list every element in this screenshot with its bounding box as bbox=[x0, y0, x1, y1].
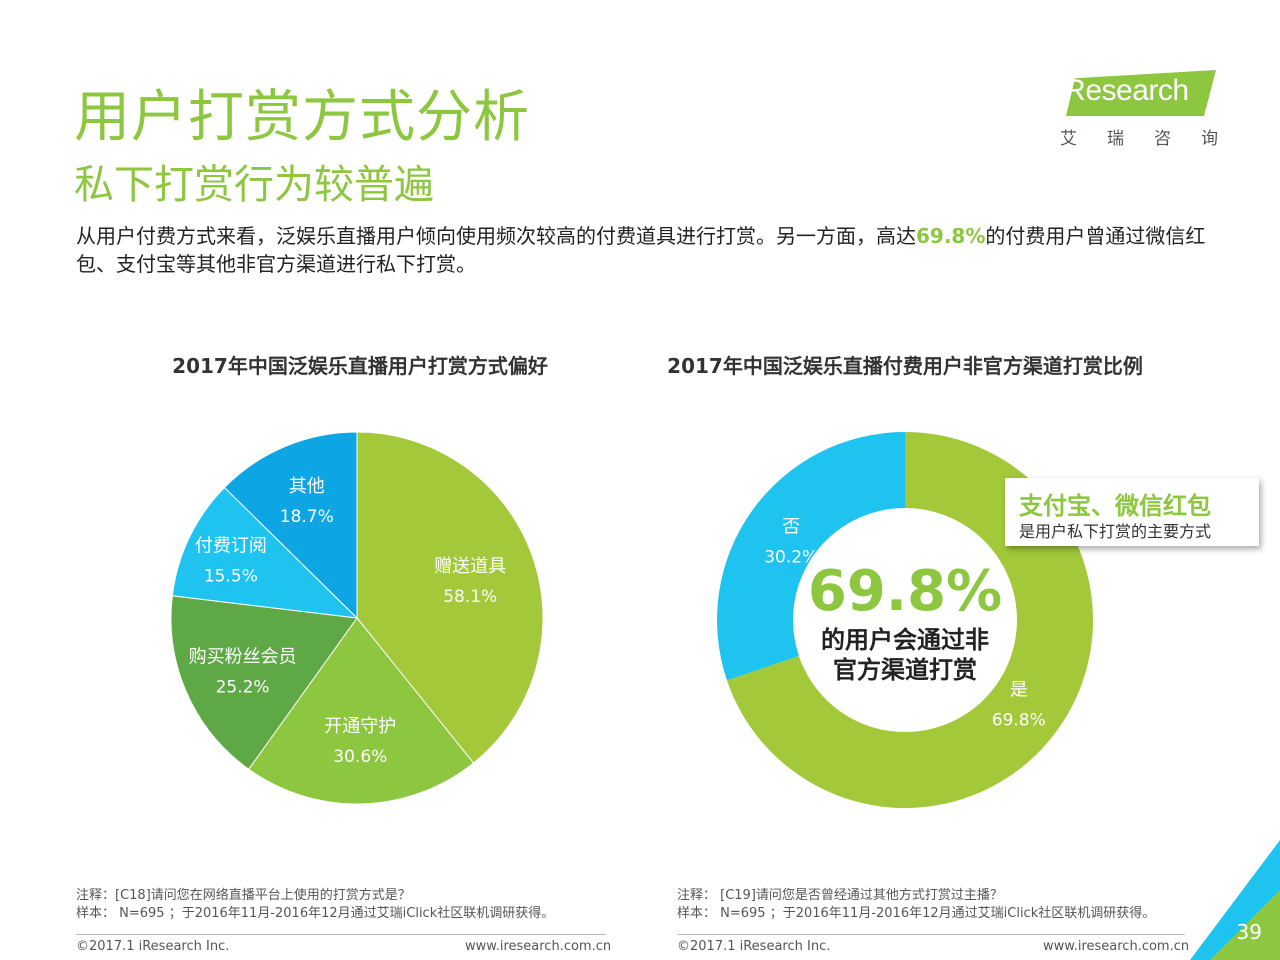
callout-subtitle: 是用户私下打赏的主要方式 bbox=[1019, 522, 1212, 541]
logo-chinese: 艾 瑞 咨 询 bbox=[1060, 124, 1218, 149]
note-question: 注释：[C18]请问您在网络直播平台上使用的打赏方式是？ bbox=[76, 888, 411, 903]
donut-center-text: 的用户会通过非 bbox=[821, 626, 989, 654]
slice-value-label: 25.2% bbox=[216, 677, 270, 697]
corner-decoration bbox=[1190, 840, 1280, 960]
donut-center-text: 官方渠道打赏 bbox=[833, 656, 977, 684]
pie-slice bbox=[247, 617, 475, 805]
pie-slice bbox=[717, 432, 905, 681]
slice-value-label: 69.8% bbox=[992, 711, 1046, 731]
intro-text-before: 从用户付费方式来看，泛娱乐直播用户倾向使用频次较高的付费道具进行打赏。另一方面，… bbox=[76, 224, 916, 248]
intro-text-after: 的付费用户曾通过微信红包、支付宝等其他非官方渠道进行私下打赏。 bbox=[76, 224, 1206, 276]
slice-category-label: 其他 bbox=[289, 476, 325, 497]
slice-category-label: 是 bbox=[1010, 680, 1028, 701]
footer-divider bbox=[76, 934, 606, 935]
note-sample: 样本： N=695 ；于2016年11月-2016年12月通过艾瑞iClick社… bbox=[76, 906, 555, 921]
page-title: 用户打赏方式分析 bbox=[74, 85, 530, 150]
logo-char: 艾 bbox=[1060, 129, 1077, 149]
page-number: 39 bbox=[1236, 920, 1262, 944]
pie-slice bbox=[171, 486, 359, 619]
slice-category-label: 否 bbox=[782, 516, 800, 537]
note-right: 注释： [C19]请问您是否曾经通过其他方式打赏过主播？ 样本： N=695 ；… bbox=[677, 887, 1155, 923]
slice-value-label: 18.7% bbox=[280, 507, 334, 527]
footer-copyright: ©2017.1 iResearch Inc. bbox=[677, 939, 831, 954]
note-sample: 样本： N=695 ；于2016年11月-2016年12月通过艾瑞iClick社… bbox=[677, 906, 1156, 921]
donut-center-value: 69.8% bbox=[808, 559, 1002, 624]
note-left: 注释：[C18]请问您在网络直播平台上使用的打赏方式是？ 样本： N=695 ；… bbox=[76, 887, 554, 923]
slice-category-label: 赠送道具 bbox=[434, 556, 506, 577]
slice-value-label: 58.1% bbox=[443, 587, 497, 607]
logo-char: 咨 bbox=[1154, 129, 1171, 149]
callout-title: 支付宝、微信红包 bbox=[1019, 492, 1211, 520]
intro-paragraph: 从用户付费方式来看，泛娱乐直播用户倾向使用频次较高的付费道具进行打赏。另一方面，… bbox=[76, 222, 1216, 278]
note-question: 注释： [C19]请问您是否曾经通过其他方式打赏过主播？ bbox=[677, 888, 1003, 903]
pie-slice bbox=[726, 432, 1094, 808]
footer-divider bbox=[677, 934, 1185, 935]
iresearch-logo: iResearch 艾 瑞 咨 询 bbox=[1058, 68, 1218, 158]
footer-url: www.iresearch.com.cn bbox=[465, 939, 612, 954]
pie-slice bbox=[170, 595, 358, 770]
slice-value-label: 30.2% bbox=[764, 547, 818, 567]
donut-chart-title: 2017年中国泛娱乐直播付费用户非官方渠道打赏比例 bbox=[667, 354, 1143, 378]
logo-band bbox=[1066, 70, 1216, 116]
footer-copyright: ©2017.1 iResearch Inc. bbox=[76, 939, 230, 954]
page-subtitle: 私下打赏行为较普遍 bbox=[74, 162, 434, 208]
slice-category-label: 购买粉丝会员 bbox=[189, 646, 297, 667]
callout-box: 支付宝、微信红包 是用户私下打赏的主要方式 bbox=[1005, 478, 1259, 546]
intro-highlight: 69.8% bbox=[916, 224, 986, 248]
corner-green bbox=[1210, 890, 1280, 960]
slice-value-label: 30.6% bbox=[333, 747, 387, 767]
pie-chart-title: 2017年中国泛娱乐直播用户打赏方式偏好 bbox=[172, 354, 548, 378]
payment-method-pie: 赠送道具 58.1% 开通守护 30.6% 购买粉丝会员 25.2% 付费订阅 15.5% 其他… bbox=[170, 431, 544, 805]
logo-char: 瑞 bbox=[1107, 129, 1124, 149]
pie-slice bbox=[223, 431, 358, 620]
slice-category-label: 开通守护 bbox=[324, 716, 396, 737]
slice-category-label: 付费订阅 bbox=[195, 535, 267, 556]
logo-wordmark: iResearch bbox=[1058, 74, 1189, 107]
logo-char: 询 bbox=[1201, 129, 1218, 149]
footer-url: www.iresearch.com.cn bbox=[1043, 939, 1190, 954]
slice-value-label: 15.5% bbox=[204, 566, 258, 586]
pie-slice bbox=[356, 431, 544, 764]
